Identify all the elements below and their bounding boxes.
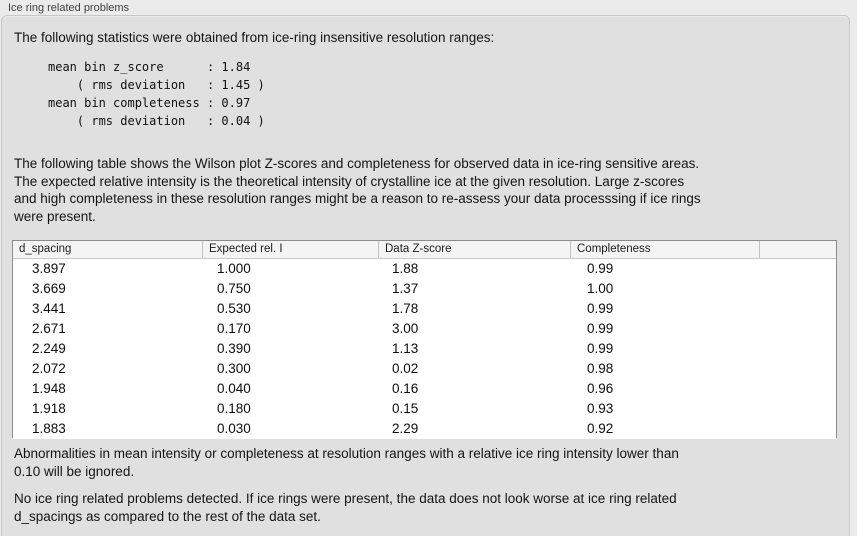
table-cell: 0.96 <box>587 381 614 396</box>
table-cell: 3.00 <box>392 321 419 336</box>
table-cell: 0.15 <box>392 401 419 416</box>
table-cell: 3.897 <box>32 261 66 276</box>
table-cell: 2.671 <box>32 321 66 336</box>
table-cell <box>759 299 836 319</box>
table-cell: 1.00 <box>587 281 614 296</box>
conclusion-text: No ice ring related problems detected. I… <box>14 491 677 524</box>
table-cell: 0.99 <box>587 341 614 356</box>
table-cell <box>759 419 836 439</box>
column-header-completeness[interactable]: Completeness <box>570 241 759 258</box>
table-cell: 1.37 <box>392 281 419 296</box>
ice-ring-panel: The following statistics were obtained f… <box>1 15 850 536</box>
table-cell: 0.390 <box>217 341 251 356</box>
table-cell <box>759 259 836 279</box>
table-cell: 1.883 <box>32 421 66 436</box>
table-cell <box>759 379 836 399</box>
table-cell: 0.99 <box>587 261 614 276</box>
table-header-row: d_spacing Expected rel. I Data Z-score Comp… <box>13 241 836 259</box>
table-cell: 0.040 <box>217 381 251 396</box>
table-cell: 1.88 <box>392 261 419 276</box>
table-row[interactable]: 3.897 1.000 1.88 0.99 <box>13 259 836 279</box>
table-cell: 1.78 <box>392 301 419 316</box>
column-header-expected-rel-i[interactable]: Expected rel. I <box>202 241 378 258</box>
column-header-empty <box>759 241 836 258</box>
table-row[interactable]: 1.918 0.180 0.15 0.93 <box>13 399 836 419</box>
table-cell: 3.669 <box>32 281 66 296</box>
table-cell: 2.072 <box>32 361 66 376</box>
table-row[interactable]: 1.883 0.030 2.29 0.92 <box>13 419 836 439</box>
table-cell: 0.02 <box>392 361 419 376</box>
table-cell: 0.99 <box>587 301 614 316</box>
panel-title: Ice ring related problems <box>8 2 130 14</box>
table-cell: 0.030 <box>217 421 251 436</box>
stats-summary-block: mean bin z_score : 1.84 ( rms deviation … <box>48 60 265 128</box>
table-cell: 0.750 <box>217 281 251 296</box>
table-cell: 0.300 <box>217 361 251 376</box>
table-row[interactable]: 2.249 0.390 1.13 0.99 <box>13 339 836 359</box>
table-description-text: The following table shows the Wilson plo… <box>14 156 701 225</box>
table-row[interactable]: 1.948 0.040 0.16 0.96 <box>13 379 836 399</box>
table-cell: 0.16 <box>392 381 419 396</box>
table-cell <box>759 339 836 359</box>
table-cell <box>759 399 836 419</box>
table-cell <box>759 279 836 299</box>
table-cell: 0.170 <box>217 321 251 336</box>
table-cell: 1.918 <box>32 401 66 416</box>
intro-text: The following statistics were obtained f… <box>14 30 495 45</box>
ignore-threshold-note: Abnormalities in mean intensity or compl… <box>14 446 679 479</box>
table-cell: 0.98 <box>587 361 614 376</box>
table-row[interactable]: 2.072 0.300 0.02 0.98 <box>13 359 836 379</box>
table-cell: 2.29 <box>392 421 419 436</box>
table-row[interactable]: 3.669 0.750 1.37 1.00 <box>13 279 836 299</box>
table-cell: 0.180 <box>217 401 251 416</box>
table-cell: 0.99 <box>587 321 614 336</box>
table-cell: 0.92 <box>587 421 614 436</box>
table-cell: 2.249 <box>32 341 66 356</box>
table-cell: 3.441 <box>32 301 66 316</box>
ice-ring-table[interactable]: d_spacing Expected rel. I Data Z-score Comp… <box>12 240 837 439</box>
table-row[interactable]: 2.671 0.170 3.00 0.99 <box>13 319 836 339</box>
table-row[interactable]: 3.441 0.530 1.78 0.99 <box>13 299 836 319</box>
column-header-d-spacing[interactable]: d_spacing <box>19 243 72 255</box>
table-cell: 0.93 <box>587 401 614 416</box>
table-cell: 0.530 <box>217 301 251 316</box>
table-cell: 1.000 <box>217 261 251 276</box>
table-cell: 1.13 <box>392 341 419 356</box>
table-cell <box>759 319 836 339</box>
table-cell <box>759 359 836 379</box>
table-cell: 1.948 <box>32 381 66 396</box>
column-header-data-z-score[interactable]: Data Z-score <box>378 241 570 258</box>
